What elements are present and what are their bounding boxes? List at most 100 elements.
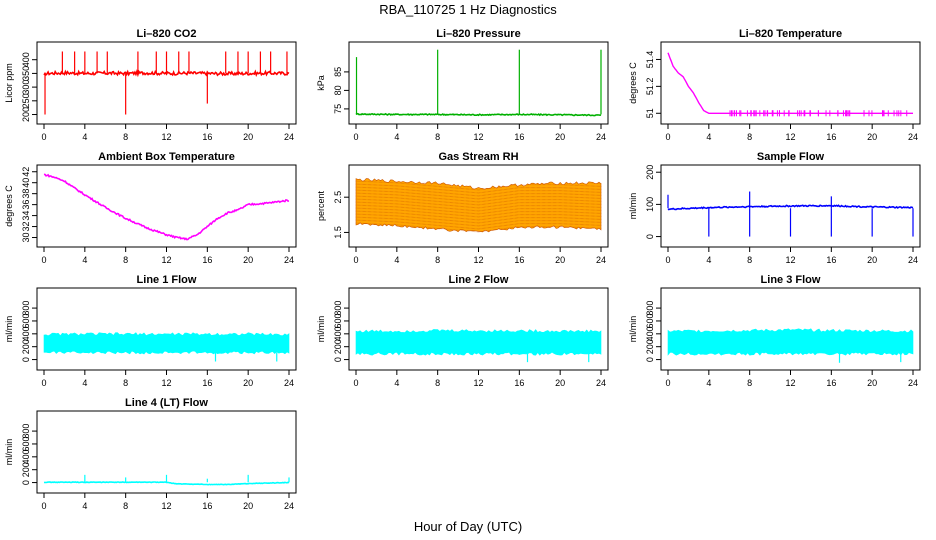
y-tick-label: 200 (333, 339, 343, 354)
x-tick-label: 24 (284, 378, 294, 388)
x-tick-label: 4 (82, 378, 87, 388)
y-tick-label: 600 (21, 436, 31, 451)
y-axis-label: ml/min (316, 316, 326, 343)
y-tick-label: 600 (333, 313, 343, 328)
y-tick-label: 100 (645, 197, 655, 212)
series-line (355, 112, 602, 117)
y-axis-label: ml/min (628, 316, 638, 343)
panel-8: Line 3 Flow ml/min 0 4 8 12 16 20 24 0 20040060080… (628, 274, 921, 388)
x-tick-label: 16 (202, 501, 212, 511)
x-tick-label: 4 (394, 255, 399, 265)
panel-9: Line 4 (LT) Flow ml/min 0 4 8 12 16 20 24 0 200400… (4, 397, 297, 511)
panel-title: Li–820 Pressure (436, 28, 520, 40)
x-tick-label: 8 (747, 378, 752, 388)
x-tick-label: 24 (908, 378, 918, 388)
x-tick-label: 12 (473, 378, 483, 388)
x-tick-label: 8 (435, 255, 440, 265)
panel-title: Li–820 CO2 (137, 28, 197, 40)
x-tick-label: 16 (202, 378, 212, 388)
y-tick-label: 300 (21, 80, 31, 95)
x-tick-label: 0 (41, 255, 46, 265)
y-tick-label: 0 (21, 480, 31, 485)
plot-frame (348, 287, 609, 371)
x-tick-label: 16 (514, 132, 524, 142)
series-line (43, 481, 290, 486)
y-tick-label: 40 (21, 178, 31, 188)
x-tick-label: 24 (596, 255, 606, 265)
x-tick-label: 4 (82, 501, 87, 511)
x-tick-label: 24 (908, 255, 918, 265)
x-tick-label: 12 (473, 132, 483, 142)
y-tick-label: 200 (645, 165, 655, 180)
y-tick-label: 400 (21, 52, 31, 67)
plot-frame (36, 287, 297, 371)
series-line (667, 52, 913, 114)
panel-title: Gas Stream RH (438, 151, 518, 163)
x-tick-label: 20 (243, 378, 253, 388)
panel-3: Ambient Box Temperature degrees C 0 4 8 12 16 2… (4, 151, 297, 265)
y-tick-label: 0 (333, 357, 343, 362)
y-tick-label: 800 (333, 301, 343, 316)
y-axis-label: Licor ppm (4, 63, 14, 103)
panel-title: Line 3 Flow (761, 274, 821, 286)
y-axis-label: ml/min (4, 316, 14, 343)
x-tick-label: 20 (555, 378, 565, 388)
y-tick-label: 2.5 (333, 191, 343, 204)
x-tick-label: 16 (202, 132, 212, 142)
y-axis-label: percent (316, 190, 326, 221)
figure-title: RBA_110725 1 Hz Diagnostics (379, 2, 557, 17)
x-tick-label: 20 (867, 132, 877, 142)
x-tick-label: 4 (706, 132, 711, 142)
x-tick-label: 16 (514, 255, 524, 265)
x-tick-label: 20 (243, 132, 253, 142)
y-axis-label: ml/min (4, 439, 14, 466)
y-tick-label: 34 (21, 211, 31, 221)
x-tick-label: 20 (867, 255, 877, 265)
x-tick-label: 0 (665, 378, 670, 388)
panel-6: Line 1 Flow ml/min 0 4 8 12 16 20 24 0 20040060080… (4, 274, 297, 388)
y-tick-label: 0 (645, 357, 655, 362)
x-tick-label: 0 (41, 378, 46, 388)
x-tick-label: 8 (435, 378, 440, 388)
y-tick-label: 600 (21, 313, 31, 328)
y-tick-label: 350 (21, 66, 31, 81)
series-line (43, 68, 290, 78)
x-tick-label: 20 (243, 255, 253, 265)
panel-1: Li–820 Pressure kPa 0 4 8 12 16 20 24 75 80 85 (316, 28, 609, 142)
y-tick-label: 200 (21, 107, 31, 122)
x-tick-label: 24 (284, 501, 294, 511)
y-tick-label: 800 (21, 301, 31, 316)
x-tick-label: 0 (665, 132, 670, 142)
x-tick-label: 8 (123, 132, 128, 142)
x-tick-label: 12 (473, 255, 483, 265)
x-tick-label: 12 (161, 378, 171, 388)
y-tick-label: 200 (645, 339, 655, 354)
panel-2: Li–820 Temperature degrees C 0 4 8 12 16 20 24 51… (628, 28, 921, 142)
y-tick-label: 51.2 (645, 78, 655, 96)
x-tick-label: 20 (867, 378, 877, 388)
y-tick-label: 42 (21, 167, 31, 177)
x-tick-label: 0 (665, 255, 670, 265)
x-tick-label: 24 (596, 378, 606, 388)
x-tick-label: 4 (394, 378, 399, 388)
y-tick-label: 400 (21, 449, 31, 464)
y-tick-label: 38 (21, 189, 31, 199)
x-tick-label: 0 (353, 378, 358, 388)
x-tick-label: 20 (555, 255, 565, 265)
y-tick-label: 1.5 (333, 226, 343, 239)
y-tick-label: 200 (21, 462, 31, 477)
panel-title: Li–820 Temperature (739, 28, 842, 40)
series-band (43, 332, 290, 355)
x-tick-label: 4 (394, 132, 399, 142)
y-tick-label: 400 (333, 326, 343, 341)
y-tick-label: 0 (645, 234, 655, 239)
series-band (667, 328, 914, 356)
x-tick-label: 0 (353, 132, 358, 142)
x-tick-label: 12 (785, 132, 795, 142)
x-tick-label: 24 (284, 132, 294, 142)
plot-frame (660, 41, 921, 125)
x-tick-label: 16 (826, 255, 836, 265)
y-tick-label: 400 (21, 326, 31, 341)
panel-7: Line 2 Flow ml/min 0 4 8 12 16 20 24 0 20040060080… (316, 274, 609, 388)
